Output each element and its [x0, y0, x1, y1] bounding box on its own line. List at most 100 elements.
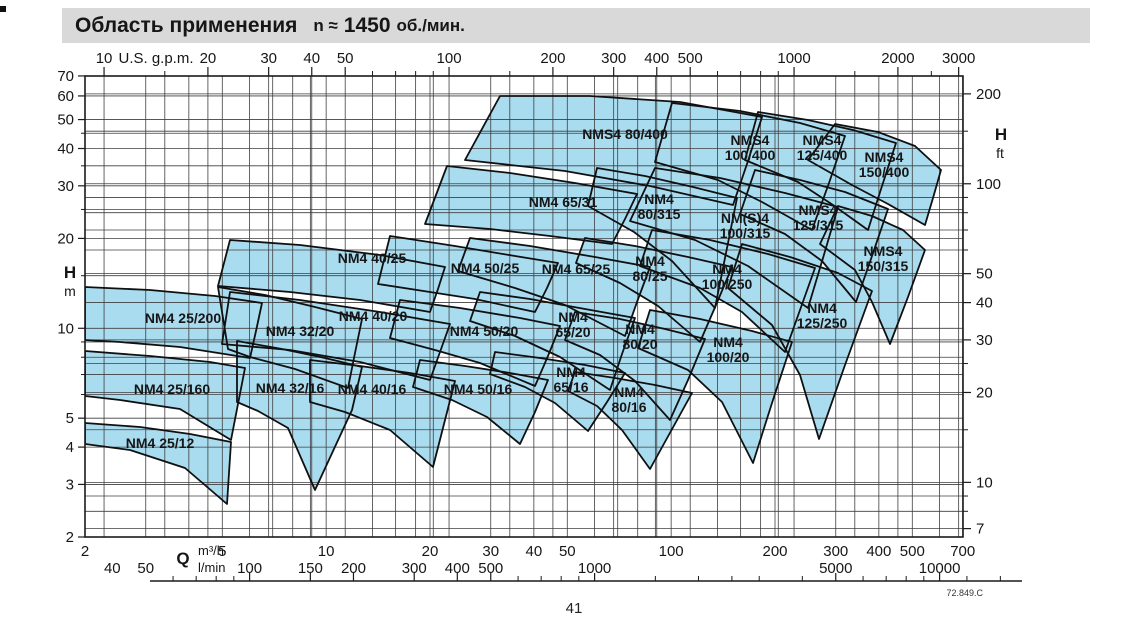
pump-region-outline — [807, 123, 942, 226]
pump-region-label: NM4 25/12 — [126, 435, 195, 451]
pump-region-label: 65/16 — [553, 379, 588, 395]
left-axis-label: 20 — [57, 230, 74, 247]
bottom-m3h-label: 2 — [81, 543, 89, 560]
pump-region-label: NM4 — [712, 261, 742, 277]
pump-region-fill — [568, 372, 692, 469]
lmin-ruler — [150, 573, 1022, 582]
left-axis-label: 2 — [66, 529, 74, 546]
pump-region-outline — [217, 286, 363, 389]
pump-region-outline — [727, 243, 873, 440]
pump-region-label: 65/20 — [555, 324, 590, 340]
top-axis-label: 200 — [540, 50, 565, 67]
top-axis-label: 1000 — [777, 50, 810, 67]
pump-region-label: NMS4 80/400 — [582, 126, 668, 142]
pump-region-label: NM4 — [644, 191, 674, 207]
pump-region-outlines — [85, 95, 942, 505]
left-axis-label: 40 — [57, 141, 74, 158]
pump-region-label: NM4 32/16 — [256, 380, 325, 396]
pump-region-label: NM4 40/20 — [339, 308, 408, 324]
pump-region-outline — [567, 371, 693, 470]
left-axis-label: 30 — [57, 178, 74, 195]
pump-region-outline — [489, 351, 626, 432]
bottom-lmin-label: 300 — [402, 560, 427, 577]
top-axis-label: 50 — [337, 50, 354, 67]
right-axis — [963, 93, 971, 530]
left-axis-label: 3 — [66, 476, 74, 493]
pump-region-fill — [638, 310, 792, 463]
pump-region-label: 100/250 — [702, 276, 753, 292]
top-axis-label: 20 — [200, 50, 217, 67]
pump-region-label: 100/20 — [707, 349, 750, 365]
top-axis-label: 3000 — [942, 50, 975, 67]
flow-axis-unit-m3h: m³/h — [198, 543, 224, 558]
pump-region-label: NMS4 — [731, 132, 770, 148]
bottom-m3h-label: 5 — [218, 543, 226, 560]
pump-region-label: 150/400 — [859, 164, 910, 180]
left-axis-label: 10 — [57, 320, 74, 337]
bottom-lmin-label: 100 — [237, 560, 262, 577]
bottom-lmin-label: 40 — [104, 560, 121, 577]
top-axis-label: 30 — [260, 50, 277, 67]
bottom-m3h-label: 700 — [950, 543, 975, 560]
right-axis-label: 40 — [976, 295, 993, 312]
speed-value: 1450 — [343, 13, 391, 37]
left-axis-label: 4 — [66, 439, 74, 456]
bottom-m3h-label: 500 — [900, 543, 925, 560]
pump-region-label: 150/315 — [858, 258, 909, 274]
pump-region-label: NM4 65/25 — [542, 261, 611, 277]
pump-region-fill — [740, 170, 888, 302]
right-axis-label: 10 — [976, 474, 993, 491]
pump-region-outline — [85, 422, 232, 505]
pump-region-outline — [637, 309, 793, 464]
left-axis-label: 60 — [57, 88, 74, 105]
pump-region-label: NM4 — [635, 253, 665, 269]
pump-region-outline — [654, 102, 846, 231]
bottom-m3h-label: 40 — [526, 543, 543, 560]
pump-region-outline — [819, 205, 926, 345]
pump-region-label: NM(S)4 — [721, 210, 769, 226]
bottom-m3h-label: 50 — [559, 543, 576, 560]
top-axis-label: 40 — [303, 50, 320, 67]
pump-region-outline — [221, 291, 451, 381]
pump-region-label: NMS4 — [864, 243, 903, 259]
chart-title-bar: Область применения n ≈ 1450 об./мин. — [62, 8, 1090, 43]
pump-region-label: NMS4 — [865, 149, 904, 165]
right-axis-label: 50 — [976, 266, 993, 283]
pump-region-label: 80/315 — [638, 206, 681, 222]
pump-region-label: 100/315 — [720, 225, 771, 241]
pump-region-outline — [85, 350, 246, 441]
top-axis-label: 500 — [678, 50, 703, 67]
bottom-m3h-label: 400 — [866, 543, 891, 560]
pump-region-outline — [564, 311, 706, 421]
right-axis-label: 30 — [976, 332, 993, 349]
pump-region-label: NM4 — [558, 309, 588, 325]
bottom-lmin-label: 1000 — [578, 560, 611, 577]
bottom-m3h-label: 300 — [823, 543, 848, 560]
right-axis-label: 20 — [976, 384, 993, 401]
speed-prefix: n ≈ — [313, 15, 338, 35]
pump-region-outline — [412, 359, 549, 445]
left-axis-label: 70 — [57, 68, 74, 85]
pump-region-fill — [820, 206, 925, 344]
pump-region-fill — [85, 423, 231, 504]
pump-region-outline — [457, 237, 651, 337]
top-axis-label: 100 — [437, 50, 462, 67]
pump-region-outline — [217, 239, 446, 313]
right-axis-symbol: H — [995, 125, 1007, 144]
pump-region-label: NMS4 — [799, 202, 838, 218]
page-corner-mark — [0, 6, 6, 12]
left-axis-symbol: H — [64, 263, 76, 282]
left-axis-label: 5 — [66, 410, 74, 427]
pump-region-label: NM4 25/160 — [134, 381, 210, 397]
pump-region-label: NM4 32/20 — [266, 323, 335, 339]
pump-region-outline — [639, 229, 816, 353]
plot-frame — [84, 75, 964, 538]
pump-region-outline — [309, 359, 456, 468]
top-axis — [103, 67, 960, 76]
pump-region-outline — [587, 167, 738, 309]
pump-region-outline — [236, 340, 363, 491]
pump-region-label: 125/250 — [797, 315, 848, 331]
pump-region-label: 100/400 — [725, 147, 776, 163]
pump-region-label: NM4 — [625, 321, 655, 337]
